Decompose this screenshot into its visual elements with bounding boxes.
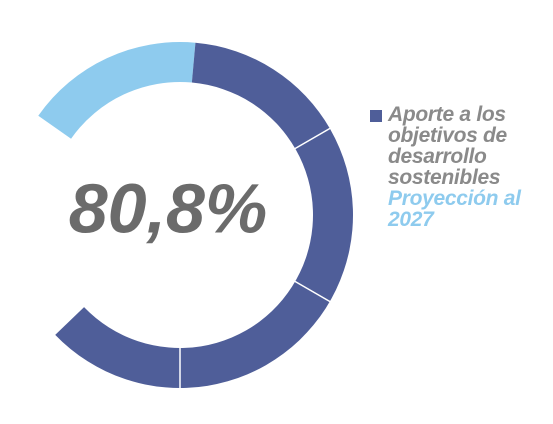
legend-label: Aporte a los objetivos de desarrollo sos… [388, 103, 507, 189]
separator [293, 126, 332, 151]
center-label: 80,8% [69, 169, 267, 247]
donut-segment [38, 42, 196, 139]
legend-swatch [370, 110, 382, 122]
separator [293, 279, 332, 304]
legend-item: Proyección al 2027 [370, 188, 550, 230]
donut-segment [55, 42, 353, 388]
legend-item: Aporte a los objetivos de desarrollo sos… [370, 104, 550, 188]
legend-label: Proyección al 2027 [388, 187, 521, 231]
arcs [38, 42, 353, 390]
legend: Aporte a los objetivos de desarrollo sos… [370, 104, 550, 230]
